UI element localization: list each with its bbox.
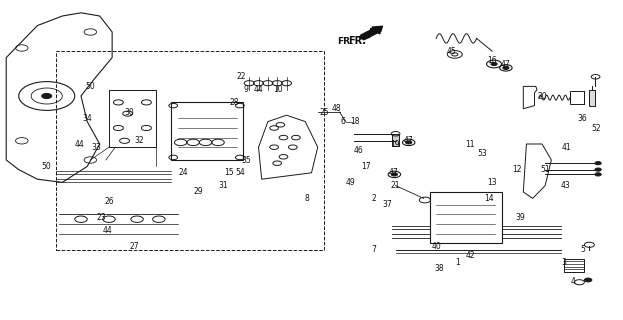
Text: 44: 44 [103, 226, 113, 235]
Text: 24: 24 [179, 168, 189, 177]
Text: 42: 42 [465, 252, 475, 260]
Text: 46: 46 [354, 146, 364, 155]
Text: 41: 41 [562, 143, 572, 152]
Text: 30: 30 [125, 108, 135, 116]
Bar [564, 259, 584, 272]
Text: 6: 6 [340, 117, 345, 126]
Circle shape [584, 278, 592, 282]
Bar [430, 192, 502, 243]
Text: 7: 7 [371, 245, 376, 254]
Text: 8: 8 [305, 194, 310, 203]
Circle shape [406, 141, 412, 144]
Text: 19: 19 [390, 140, 400, 148]
Text: 36: 36 [578, 114, 587, 123]
Text: 50: 50 [85, 82, 95, 91]
Text: 14: 14 [484, 194, 494, 203]
Text: 22: 22 [237, 72, 247, 81]
Text: 20: 20 [537, 92, 547, 100]
Text: 35: 35 [241, 156, 251, 164]
Text: 28: 28 [229, 98, 239, 107]
Text: 32: 32 [134, 136, 144, 145]
Circle shape [42, 93, 52, 99]
Text: 39: 39 [515, 213, 525, 222]
Text: 26: 26 [104, 197, 114, 206]
Text: 17: 17 [361, 162, 371, 171]
Text: 51: 51 [540, 165, 550, 174]
Text: 54: 54 [235, 168, 245, 177]
Text: 2: 2 [371, 194, 376, 203]
Text: 43: 43 [561, 181, 571, 190]
Bar [56, 51, 324, 250]
Text: 25: 25 [319, 108, 329, 116]
Text: 16: 16 [487, 56, 497, 65]
Text: FR.: FR. [348, 36, 366, 46]
Text: 48: 48 [331, 104, 341, 113]
Text: 38: 38 [434, 264, 444, 273]
Bar [589, 90, 595, 106]
Text: 21: 21 [390, 181, 400, 190]
Text: 23: 23 [97, 213, 107, 222]
Text: 44: 44 [75, 140, 85, 148]
Text: 37: 37 [383, 200, 392, 209]
Text: 13: 13 [487, 178, 497, 187]
Bar [109, 90, 156, 147]
Text: 40: 40 [431, 242, 441, 251]
Text: 3: 3 [561, 258, 566, 267]
Circle shape [503, 66, 509, 69]
Text: 11: 11 [465, 140, 475, 148]
Bar [171, 102, 243, 160]
Bar [570, 91, 584, 104]
Text: 50: 50 [42, 162, 52, 171]
Text: 45: 45 [446, 47, 456, 56]
Text: 49: 49 [346, 178, 356, 187]
Text: 53: 53 [477, 149, 487, 158]
Text: 44: 44 [254, 85, 264, 94]
Text: 9: 9 [244, 85, 249, 94]
Text: 47: 47 [389, 168, 399, 177]
Text: 12: 12 [512, 165, 522, 174]
Text: 5: 5 [580, 245, 585, 254]
Text: 29: 29 [193, 188, 203, 196]
Text: FR.: FR. [338, 37, 354, 46]
Circle shape [595, 162, 601, 165]
Text: 47: 47 [403, 136, 413, 145]
Text: 18: 18 [350, 117, 360, 126]
Text: 4: 4 [571, 277, 576, 286]
Text: 27: 27 [129, 242, 139, 251]
Circle shape [391, 173, 397, 176]
Text: 47: 47 [501, 60, 511, 68]
Circle shape [595, 173, 601, 176]
FancyArrow shape [359, 29, 380, 40]
Bar [392, 134, 399, 146]
Circle shape [595, 168, 601, 171]
Text: 52: 52 [591, 124, 601, 132]
Text: 10: 10 [273, 85, 283, 94]
FancyArrow shape [360, 26, 383, 38]
Text: 1: 1 [455, 258, 460, 267]
Text: 31: 31 [218, 181, 228, 190]
Circle shape [491, 62, 497, 66]
Text: 33: 33 [92, 143, 102, 152]
Text: 15: 15 [224, 168, 234, 177]
Text: 34: 34 [82, 114, 92, 123]
